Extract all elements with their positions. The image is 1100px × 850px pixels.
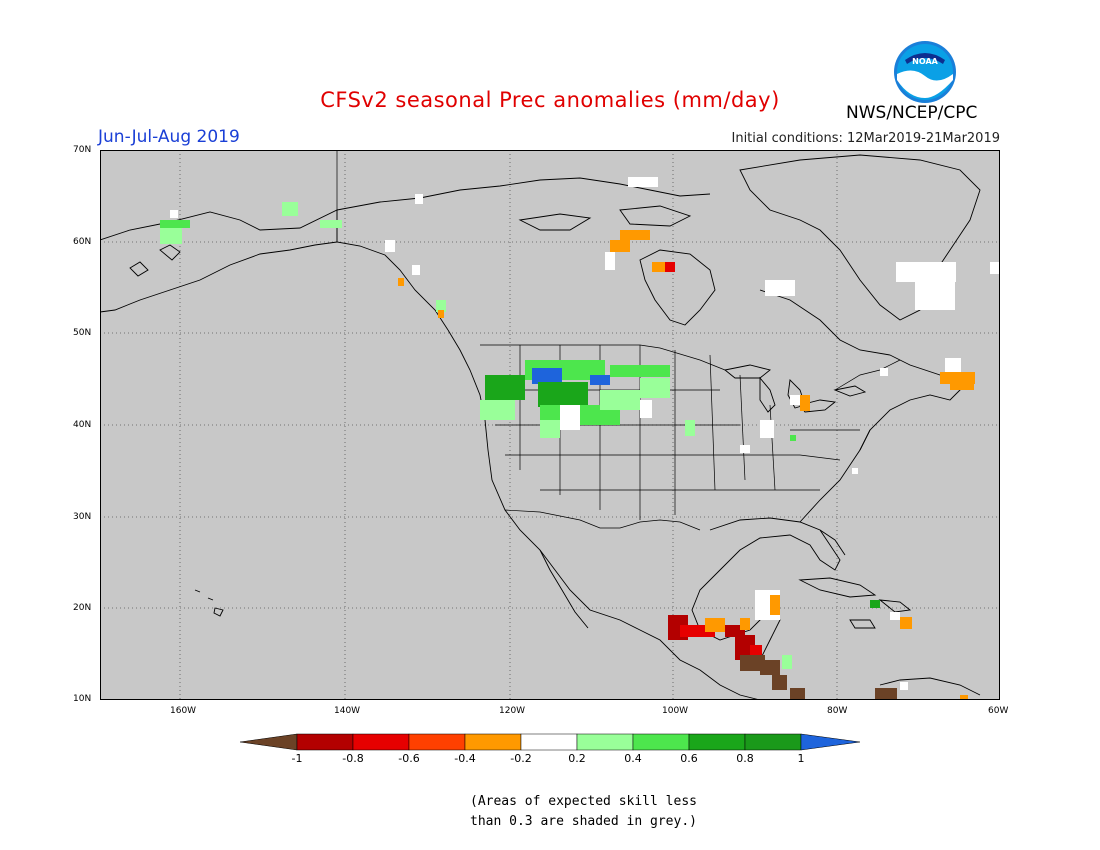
lon-label-100w: 100W [662,706,689,716]
coastlines [100,154,981,700]
lat-label-10n: 10N [73,694,92,704]
legend-swatch [576,733,634,751]
legend-swatch [408,733,466,751]
legend-label: -0.4 [454,752,476,765]
map-title: CFSv2 seasonal Prec anomalies (mm/day) [320,88,780,112]
period-label: Jun-Jul-Aug 2019 [98,127,240,147]
legend-swatch [520,733,578,751]
lon-label-60w: 60W [988,706,1009,716]
lon-label-140w: 140W [334,706,361,716]
skill-note: (Areas of expected skill less than 0.3 a… [470,792,730,832]
agency-label: NWS/NCEP/CPC [846,103,978,123]
legend-label: 0.4 [624,752,642,765]
skill-note-line2: than 0.3 are shaded in grey.) [470,814,697,829]
legend-swatch [352,733,410,751]
legend-swatch [744,733,802,751]
legend-swatch [688,733,746,751]
legend-swatch-below-minus-1 [240,733,298,751]
legend-swatch-above-1 [800,733,861,751]
noaa-logo-text: NOAA [912,57,938,66]
legend-label: 0.8 [736,752,754,765]
legend-label: -0.8 [342,752,364,765]
legend-label: -0.2 [510,752,532,765]
initial-conditions-label: Initial conditions: 12Mar2019-21Mar2019 [731,131,1001,146]
skill-note-line1: (Areas of expected skill less [470,794,697,809]
legend-label: 0.2 [568,752,586,765]
lon-label-160w: 160W [170,706,197,716]
legend-label: -1 [291,752,303,765]
lat-label-50n: 50N [73,328,92,338]
lon-label-80w: 80W [827,706,848,716]
legend-swatch [632,733,690,751]
legend-colorbar [240,733,861,751]
lat-label-40n: 40N [73,420,92,430]
legend-swatch [296,733,354,751]
lat-label-20n: 20N [73,603,92,613]
borders [336,150,901,531]
lat-label-30n: 30N [73,512,92,522]
lon-label-120w: 120W [499,706,526,716]
legend-label: -0.6 [398,752,420,765]
noaa-logo: NOAA [894,41,956,103]
legend-swatch [464,733,522,751]
lat-label-60n: 60N [73,237,92,247]
anomaly-map [100,150,1000,700]
lat-label-70n: 70N [73,145,92,155]
anomaly-cells [160,177,1000,700]
legend-label: 0.6 [680,752,698,765]
legend-label: 1 [797,752,805,765]
